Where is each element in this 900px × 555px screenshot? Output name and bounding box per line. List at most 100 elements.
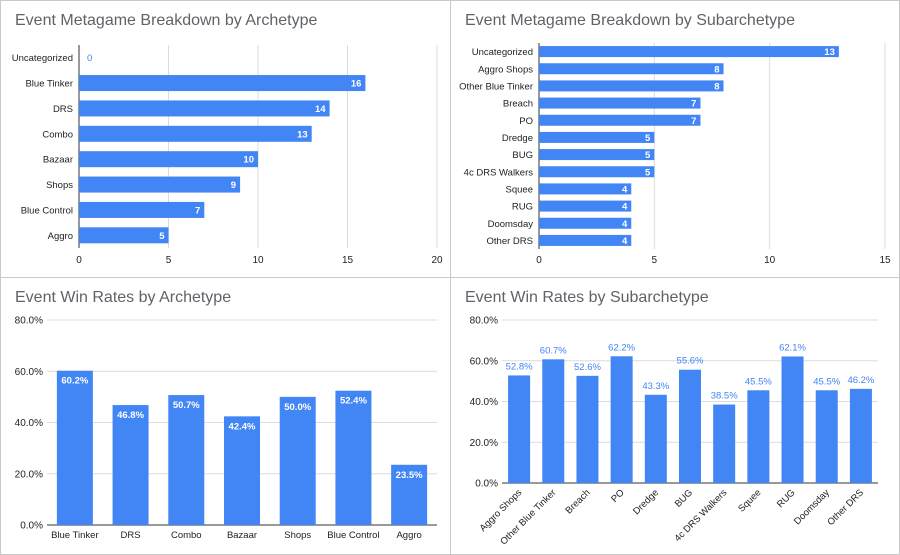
bar [849, 388, 872, 483]
category-label: Shops [46, 180, 73, 191]
category-label: Uncategorized [472, 47, 533, 58]
chart-panel-subarchetype-winrates: Event Win Rates by Subarchetype 0.0% 20.0… [450, 277, 900, 555]
data-label: 5 [645, 133, 651, 144]
category-label: Blue Tinker [51, 530, 99, 541]
bar [644, 394, 667, 483]
bar [610, 356, 633, 483]
tick-label: 0.0% [20, 521, 43, 532]
bar [79, 201, 205, 218]
data-label: 52.6% [574, 362, 601, 373]
tick-label: 15 [342, 255, 354, 266]
data-label: 50.0% [284, 402, 311, 413]
bar [539, 234, 632, 246]
data-label: 50.7% [173, 400, 200, 411]
data-label: 62.2% [608, 342, 635, 353]
data-label: 10 [243, 155, 254, 166]
data-label: 7 [691, 116, 696, 127]
category-label: Blue Tinker [25, 79, 73, 90]
bar [508, 375, 531, 483]
bar [79, 125, 312, 142]
data-label: 0 [87, 53, 92, 64]
chart-panel-archetype-breakdown: Event Metagame Breakdown by Archetype 0 5… [0, 0, 451, 278]
category-label: Dredge [631, 487, 661, 517]
category-label: Uncategorized [12, 53, 73, 64]
category-label: PO [519, 116, 533, 127]
data-label: 4 [622, 219, 628, 230]
category-label: DRS [53, 104, 73, 115]
category-label: BUG [512, 150, 533, 161]
category-label: Blue Control [327, 530, 379, 541]
category-label: Other DRS [825, 487, 866, 528]
bar [539, 63, 724, 75]
chart-title: Event Metagame Breakdown by Subarchetype [465, 12, 795, 29]
category-label: Squee [736, 487, 763, 514]
bar [576, 375, 599, 483]
bar [539, 114, 701, 126]
data-label: 42.4% [229, 421, 256, 432]
bar [168, 395, 205, 525]
chart-subarchetype-winrates: 0.0%20.0%40.0%60.0%80.0%52.8%Aggro Shops… [470, 316, 878, 547]
bar [539, 149, 655, 161]
chart-archetype-winrates: 0.0% 20.0% 40.0% 60.0% 80.0% 60.2% Blue Tinker… [15, 316, 437, 541]
chart-subarchetype-breakdown: 0 5 10 15 Uncategorized 13 Aggro Shops 8 Other B… [459, 43, 891, 266]
category-label: Bazaar [227, 530, 257, 541]
data-label: 4 [622, 202, 628, 213]
data-label: 13 [297, 129, 308, 140]
bar [747, 390, 770, 483]
bar [79, 100, 330, 117]
category-label: Aggro Shops [478, 64, 533, 75]
category-label: Combo [171, 530, 202, 541]
tick-label: 80.0% [15, 316, 43, 327]
data-label: 7 [691, 99, 696, 110]
category-label: Combo [42, 129, 73, 140]
bar [539, 217, 632, 229]
chart-archetype-breakdown: 0 5 10 15 20 Uncategorized 0 Blue Tinker 16 DRS 14… [12, 45, 443, 266]
data-label: 23.5% [396, 470, 423, 481]
bar [79, 151, 258, 168]
tick-label: 60.0% [470, 356, 498, 367]
chart-panel-subarchetype-breakdown: Event Metagame Breakdown by Subarchetype… [450, 0, 900, 278]
bar [279, 396, 316, 525]
bar [713, 404, 736, 483]
bar [539, 166, 655, 178]
category-label: Other DRS [487, 236, 533, 247]
tick-label: 40.0% [470, 397, 498, 408]
tick-label: 80.0% [470, 316, 498, 327]
data-label: 4 [622, 236, 628, 247]
category-label: Bazaar [43, 155, 73, 166]
category-label: Aggro [396, 530, 421, 541]
category-label: Breach [564, 487, 593, 516]
data-label: 45.5% [745, 376, 772, 387]
tick-label: 10 [252, 255, 264, 266]
data-label: 5 [645, 167, 651, 178]
bar [539, 183, 632, 195]
category-label: Aggro [48, 231, 73, 242]
bar [79, 176, 241, 193]
bar [79, 227, 169, 244]
bar [539, 97, 701, 109]
category-label: Doomsday [488, 219, 534, 230]
data-label: 62.1% [779, 342, 806, 353]
data-label: 55.6% [677, 356, 704, 367]
data-label: 38.5% [711, 391, 738, 402]
data-label: 43.3% [642, 381, 669, 392]
category-label: PO [609, 487, 626, 504]
tick-label: 20.0% [15, 469, 43, 480]
category-label: BUG [673, 487, 695, 509]
bar [539, 131, 655, 143]
data-label: 46.8% [117, 410, 144, 421]
data-label: 4 [622, 184, 628, 195]
data-label: 8 [714, 64, 719, 75]
bar [391, 464, 428, 525]
bar [112, 405, 149, 525]
category-label: 4c DRS Walkers [464, 167, 534, 178]
data-label: 46.2% [847, 375, 874, 386]
category-label: RUG [512, 202, 533, 213]
data-label: 7 [195, 205, 200, 216]
data-label: 13 [824, 47, 835, 58]
category-label: Breach [503, 99, 533, 110]
category-label: Squee [506, 184, 533, 195]
data-label: 16 [351, 79, 362, 90]
chart-title: Event Metagame Breakdown by Archetype [15, 12, 318, 29]
bar [224, 416, 260, 525]
